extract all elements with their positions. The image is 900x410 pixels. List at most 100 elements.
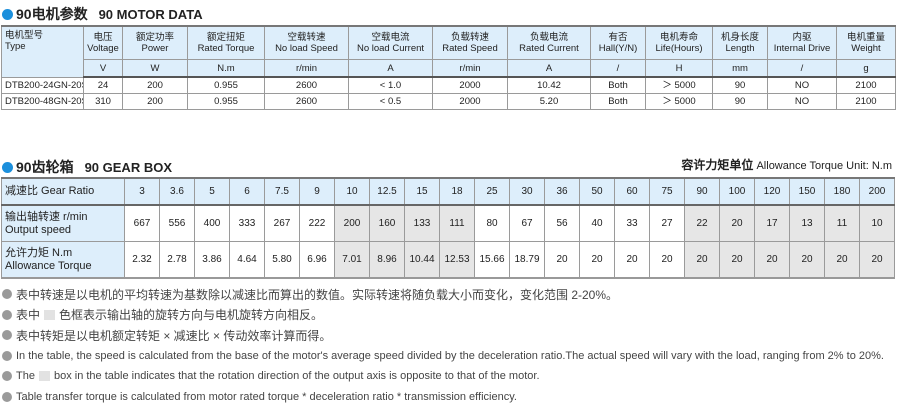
bullet-icon	[2, 391, 12, 402]
data-cell: 90	[712, 76, 768, 94]
header-cell: 机身长度 Length	[712, 25, 768, 60]
data-cell: 120	[754, 177, 790, 206]
data-cell: 3.6	[159, 177, 195, 206]
row-label-line: 允许力矩 N.m	[5, 246, 73, 259]
header-en: Internal Drive	[773, 43, 831, 54]
data-cell: 100	[719, 177, 755, 206]
reversed-cell: 20	[719, 241, 755, 279]
header-cell: 负载电流 Rated Current	[507, 25, 591, 60]
title-en: 90 GEAR BOX	[84, 159, 172, 175]
header-cn: 电机重量	[846, 32, 885, 43]
header-type: 电机型号 Type	[1, 25, 84, 78]
note-text: 表中	[16, 308, 41, 323]
bullet-icon	[2, 161, 13, 173]
reversed-cell: 133	[404, 204, 440, 242]
data-cell: 12.5	[369, 177, 405, 206]
note-text: In the table, the speed is calculated fr…	[16, 349, 884, 362]
grey-box-swatch	[38, 371, 50, 382]
header-cn: 额定扭矩	[206, 32, 245, 43]
reversed-cell: 20	[719, 204, 755, 242]
data-cell: 200	[122, 93, 188, 110]
row-label-line: 减速比 Gear Ratio	[5, 185, 95, 197]
data-cell: 80	[474, 204, 510, 242]
header-en: Weight	[851, 43, 881, 54]
model-cell: DTB200-24GN-20S	[1, 76, 84, 94]
data-cell: NO	[767, 76, 837, 94]
header-cell: 额定功率 Power	[122, 25, 188, 60]
data-cell: 20	[544, 241, 580, 279]
bullet-icon	[2, 309, 12, 320]
data-cell: 27	[649, 204, 685, 242]
header-en: Length	[725, 43, 755, 54]
data-cell: 150	[789, 177, 825, 206]
header-en: Rated Torque	[197, 43, 255, 54]
header-cn: 负载电流	[529, 32, 568, 43]
unit-cell: r/min	[264, 59, 349, 78]
bullet-icon	[2, 350, 12, 361]
data-cell: 6.96	[299, 241, 335, 279]
header-cell: 额定扭矩 Rated Torque	[187, 25, 265, 60]
note-item: In the table, the speed is calculated fr…	[2, 346, 884, 367]
data-cell: Both	[590, 76, 646, 94]
data-cell: 400	[194, 204, 230, 242]
row-label: 输出轴转速 r/min Output speed	[1, 204, 125, 242]
data-cell: 15	[404, 177, 440, 206]
unit-cell: g	[836, 59, 896, 78]
row-allowance-torque: 允许力矩 N.m Allowance Torque 2.32 2.78 3.86 4.64…	[1, 241, 895, 279]
note-item: The box in the table indicates that the r…	[2, 366, 884, 387]
header-en: Voltage	[87, 43, 119, 54]
data-cell: 222	[299, 204, 335, 242]
data-cell: 33	[614, 204, 650, 242]
data-cell: 90	[684, 177, 720, 206]
title-en: 90 MOTOR DATA	[98, 6, 203, 22]
row-label: 允许力矩 N.m Allowance Torque	[1, 241, 125, 279]
data-cell: 5.80	[264, 241, 300, 279]
reversed-cell: 22	[684, 204, 720, 242]
table-row: DTB200-24GN-20S 24 200 0.955 2600 < 1.0 2000 10…	[1, 76, 896, 94]
header-cell: 电机寿命 Life(Hours)	[645, 25, 713, 60]
data-cell: 18.79	[509, 241, 545, 279]
data-cell: 2100	[836, 93, 896, 110]
data-cell: 5	[194, 177, 230, 206]
reversed-cell: 17	[754, 204, 790, 242]
header-cn: 空载转速	[287, 32, 326, 43]
reversed-cell: 12.53	[439, 241, 475, 279]
table-row: DTB200-48GN-20S 310 200 0.955 2600 < 0.5 2000 5…	[1, 93, 896, 110]
title-cn: 90电机参数	[16, 6, 88, 22]
bullet-icon	[2, 330, 12, 341]
header-cell: 有否 Hall(Y/N)	[590, 25, 646, 60]
data-cell: 18	[439, 177, 475, 206]
data-cell: 267	[264, 204, 300, 242]
header-en: Life(Hours)	[655, 43, 703, 54]
data-cell: 75	[649, 177, 685, 206]
data-cell: 3.86	[194, 241, 230, 279]
note-text: 表中转速是以电机的平均转速为基数除以减速比而算出的数值。实际转速将随负载大小而变…	[16, 287, 619, 302]
reversed-cell: 11	[824, 204, 860, 242]
unit-cell: r/min	[432, 59, 508, 78]
model-cell: DTB200-48GN-20S	[1, 93, 84, 110]
data-cell: NO	[767, 93, 837, 110]
note-text: box in the table indicates that the rota…	[53, 370, 540, 383]
unit-cell: A	[348, 59, 433, 78]
data-cell: ＞ 5000	[645, 93, 713, 110]
note-text: Table transfer torque is calculated from…	[16, 390, 517, 403]
reversed-cell: 20	[754, 241, 790, 279]
data-cell: 30	[509, 177, 545, 206]
header-cn: 电机型号	[5, 30, 44, 41]
data-cell: 20	[649, 241, 685, 279]
gear-box-title: 90齿轮箱 90 GEAR BOX	[2, 157, 172, 177]
reversed-cell: 10.44	[404, 241, 440, 279]
motor-data-title: 90电机参数 90 MOTOR DATA	[2, 4, 203, 24]
data-cell: ＞ 5000	[645, 76, 713, 94]
unit-cell: /	[767, 59, 837, 78]
unit-cell: mm	[712, 59, 768, 78]
bullet-icon	[2, 371, 12, 382]
data-cell: < 1.0	[348, 76, 433, 94]
header-en: Type	[5, 41, 26, 52]
reversed-cell: 20	[684, 241, 720, 279]
row-label-line: Allowance Torque	[5, 259, 92, 272]
header-cn: 机身长度	[720, 32, 759, 43]
data-cell: 4.64	[229, 241, 265, 279]
note-item: 表中 色框表示输出轴的旋转方向与电机旋转方向相反。	[2, 305, 884, 326]
data-cell: 200	[859, 177, 895, 206]
